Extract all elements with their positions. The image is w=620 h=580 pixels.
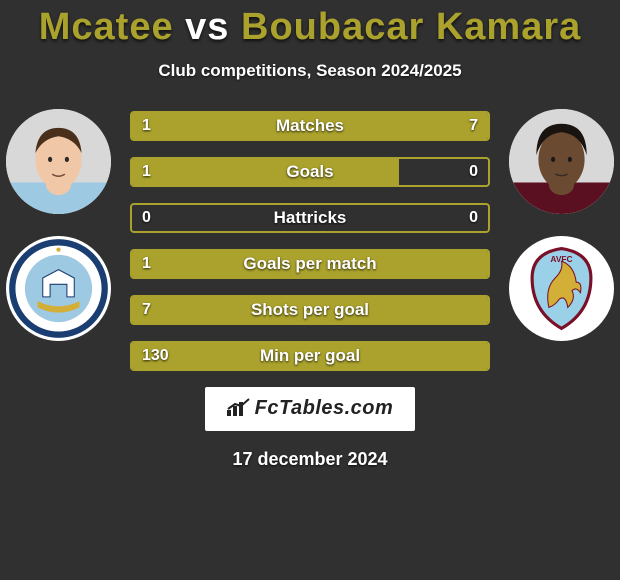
comparison-title: Mcatee vs Boubacar Kamara bbox=[0, 0, 620, 49]
comparison-subtitle: Club competitions, Season 2024/2025 bbox=[0, 61, 620, 81]
player2-name: Boubacar Kamara bbox=[241, 6, 581, 48]
snapshot-date: 17 december 2024 bbox=[0, 449, 620, 470]
stat-label: Min per goal bbox=[132, 343, 488, 369]
site-logo: FcTables.com bbox=[205, 387, 416, 431]
stat-row: 1Matches7 bbox=[130, 111, 490, 141]
player1-name: Mcatee bbox=[39, 6, 174, 48]
right-player-column: AVFC bbox=[509, 109, 614, 341]
stat-label: Hattricks bbox=[132, 205, 488, 231]
stats-bars: 1Matches71Goals00Hattricks01Goals per ma… bbox=[130, 109, 490, 371]
stat-value-right: 0 bbox=[469, 159, 478, 185]
player1-club-badge bbox=[6, 236, 111, 341]
stat-label: Matches bbox=[132, 113, 488, 139]
stat-row: 1Goals0 bbox=[130, 157, 490, 187]
svg-text:AVFC: AVFC bbox=[550, 254, 572, 264]
stat-row: 7Shots per goal bbox=[130, 295, 490, 325]
player2-avatar bbox=[509, 109, 614, 214]
left-player-column bbox=[6, 109, 111, 341]
stat-row: 0Hattricks0 bbox=[130, 203, 490, 233]
stat-value-right: 7 bbox=[469, 113, 478, 139]
aston-villa-badge-icon: AVFC bbox=[509, 236, 614, 341]
stat-row: 1Goals per match bbox=[130, 249, 490, 279]
stat-label: Goals bbox=[132, 159, 488, 185]
player2-avatar-icon bbox=[509, 109, 614, 214]
player1-avatar-icon bbox=[6, 109, 111, 214]
comparison-content: AVFC 1Matches71Goals00Hattricks01Goals p… bbox=[0, 109, 620, 371]
player1-avatar bbox=[6, 109, 111, 214]
stat-label: Goals per match bbox=[132, 251, 488, 277]
manchester-city-badge-icon bbox=[6, 236, 111, 341]
stat-row: 130Min per goal bbox=[130, 341, 490, 371]
footer: FcTables.com 17 december 2024 bbox=[0, 387, 620, 470]
site-name: FcTables.com bbox=[255, 397, 394, 419]
player2-club-badge: AVFC bbox=[509, 236, 614, 341]
stat-label: Shots per goal bbox=[132, 297, 488, 323]
stat-value-right: 0 bbox=[469, 205, 478, 231]
fctables-chart-icon bbox=[227, 398, 251, 421]
vs-label: vs bbox=[185, 6, 229, 48]
